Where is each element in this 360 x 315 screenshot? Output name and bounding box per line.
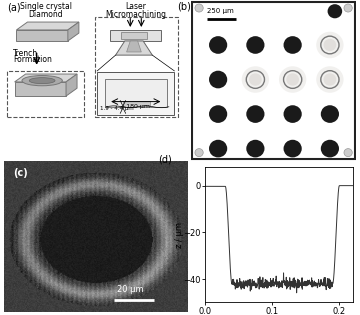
Ellipse shape (22, 76, 62, 86)
Polygon shape (116, 41, 152, 55)
Text: Laser: Laser (125, 3, 146, 11)
Circle shape (328, 4, 342, 18)
Text: (d): (d) (158, 154, 172, 164)
Polygon shape (17, 22, 79, 30)
Circle shape (209, 71, 227, 88)
Bar (110, 30, 162, 41)
Text: 250 μm: 250 μm (207, 9, 234, 14)
Bar (7, 71, 84, 117)
Circle shape (321, 140, 339, 158)
Text: 20 μm: 20 μm (117, 285, 144, 294)
Circle shape (279, 66, 306, 93)
Circle shape (324, 39, 336, 51)
Polygon shape (17, 30, 68, 41)
Circle shape (242, 66, 269, 93)
Polygon shape (127, 41, 141, 52)
Text: Micromachining: Micromachining (105, 10, 166, 19)
Text: (b): (b) (177, 2, 192, 12)
Circle shape (246, 140, 265, 158)
Ellipse shape (29, 77, 55, 83)
Circle shape (284, 105, 302, 123)
Text: Formation: Formation (13, 55, 51, 64)
Text: 1.9 - 4.4 μm: 1.9 - 4.4 μm (100, 106, 134, 111)
Polygon shape (15, 82, 66, 96)
Circle shape (209, 105, 227, 123)
Circle shape (284, 36, 302, 54)
Circle shape (316, 32, 343, 58)
Polygon shape (68, 22, 79, 41)
Text: (a): (a) (7, 3, 21, 12)
Bar (121, 32, 147, 39)
Circle shape (209, 36, 227, 54)
Text: ~180 μm: ~180 μm (121, 104, 150, 109)
Text: (c): (c) (13, 168, 27, 178)
Text: Single crystal: Single crystal (20, 3, 72, 11)
Polygon shape (15, 74, 77, 82)
Bar (105, 79, 167, 107)
Text: Diamond: Diamond (28, 10, 63, 19)
Y-axis label: z / μm: z / μm (175, 222, 184, 248)
Circle shape (246, 36, 265, 54)
Circle shape (321, 105, 339, 123)
Bar (97, 72, 174, 115)
Circle shape (284, 140, 302, 158)
Circle shape (249, 73, 262, 86)
Circle shape (344, 4, 352, 12)
Bar (123, 101, 150, 107)
Circle shape (344, 149, 352, 157)
Circle shape (209, 140, 227, 158)
Circle shape (324, 73, 336, 86)
Circle shape (195, 149, 203, 157)
Bar (95, 17, 178, 117)
Circle shape (286, 73, 299, 86)
Circle shape (246, 105, 265, 123)
Circle shape (316, 66, 343, 93)
Polygon shape (66, 74, 77, 96)
Circle shape (195, 4, 203, 12)
Text: Trench: Trench (13, 49, 38, 58)
